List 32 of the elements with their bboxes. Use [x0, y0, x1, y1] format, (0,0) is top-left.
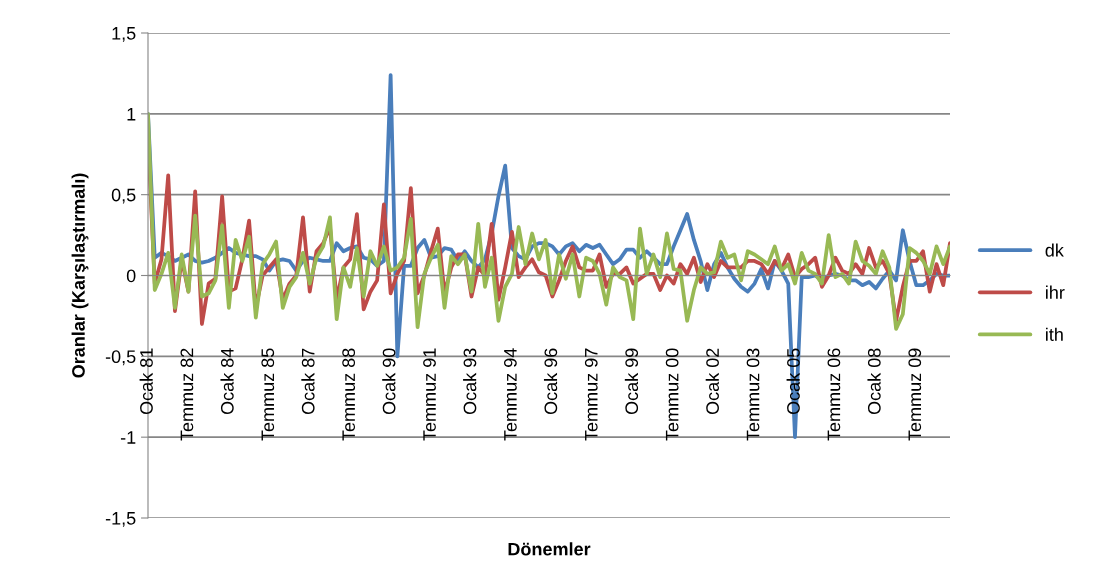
- x-tick-label: Ocak 90: [382, 348, 396, 415]
- y-tick-label: 1: [127, 107, 136, 121]
- x-tick-label: Ocak 93: [463, 348, 477, 415]
- x-tick-label: Ocak 08: [867, 348, 881, 415]
- x-axis-title: Dönemler: [508, 542, 591, 556]
- y-tick-label: -0,5: [105, 350, 136, 366]
- x-tick-label: Temmuz 09: [908, 348, 922, 441]
- x-tick-label: Ocak 05: [786, 348, 800, 415]
- x-tick-label: Temmuz 00: [665, 348, 679, 441]
- y-tick-label: -1,5: [105, 512, 136, 527]
- y-tick-label: -1: [120, 431, 136, 444]
- legend-label: ihr: [1046, 285, 1065, 299]
- x-tick-label: Temmuz 82: [180, 348, 194, 441]
- x-tick-label: Ocak 84: [220, 348, 234, 415]
- x-tick-label: Temmuz 06: [827, 348, 841, 441]
- x-tick-label: Temmuz 03: [746, 348, 760, 441]
- y-tick-label: 0,5: [111, 188, 136, 204]
- x-tick-label: Temmuz 88: [342, 348, 356, 441]
- legend-label: ith: [1046, 327, 1063, 341]
- x-tick-label: Temmuz 85: [261, 348, 275, 441]
- x-tick-label: Ocak 99: [624, 348, 639, 415]
- x-tick-label: Ocak 96: [543, 348, 558, 415]
- x-tick-label: Temmuz 97: [584, 348, 598, 441]
- legend-label: dk: [1045, 243, 1064, 257]
- y-axis-title: Oranlar (Karşılaştırmalı): [71, 173, 89, 378]
- y-tick-label: 1,5: [112, 27, 136, 42]
- x-tick-label: Ocak 02: [705, 348, 719, 415]
- x-tick-label: Temmuz 94: [503, 348, 517, 441]
- x-tick-label: Ocak 81: [139, 348, 153, 415]
- x-tick-label: Ocak 87: [301, 348, 315, 415]
- x-tick-label: Temmuz 91: [423, 348, 436, 441]
- y-tick-label: 0: [126, 269, 136, 283]
